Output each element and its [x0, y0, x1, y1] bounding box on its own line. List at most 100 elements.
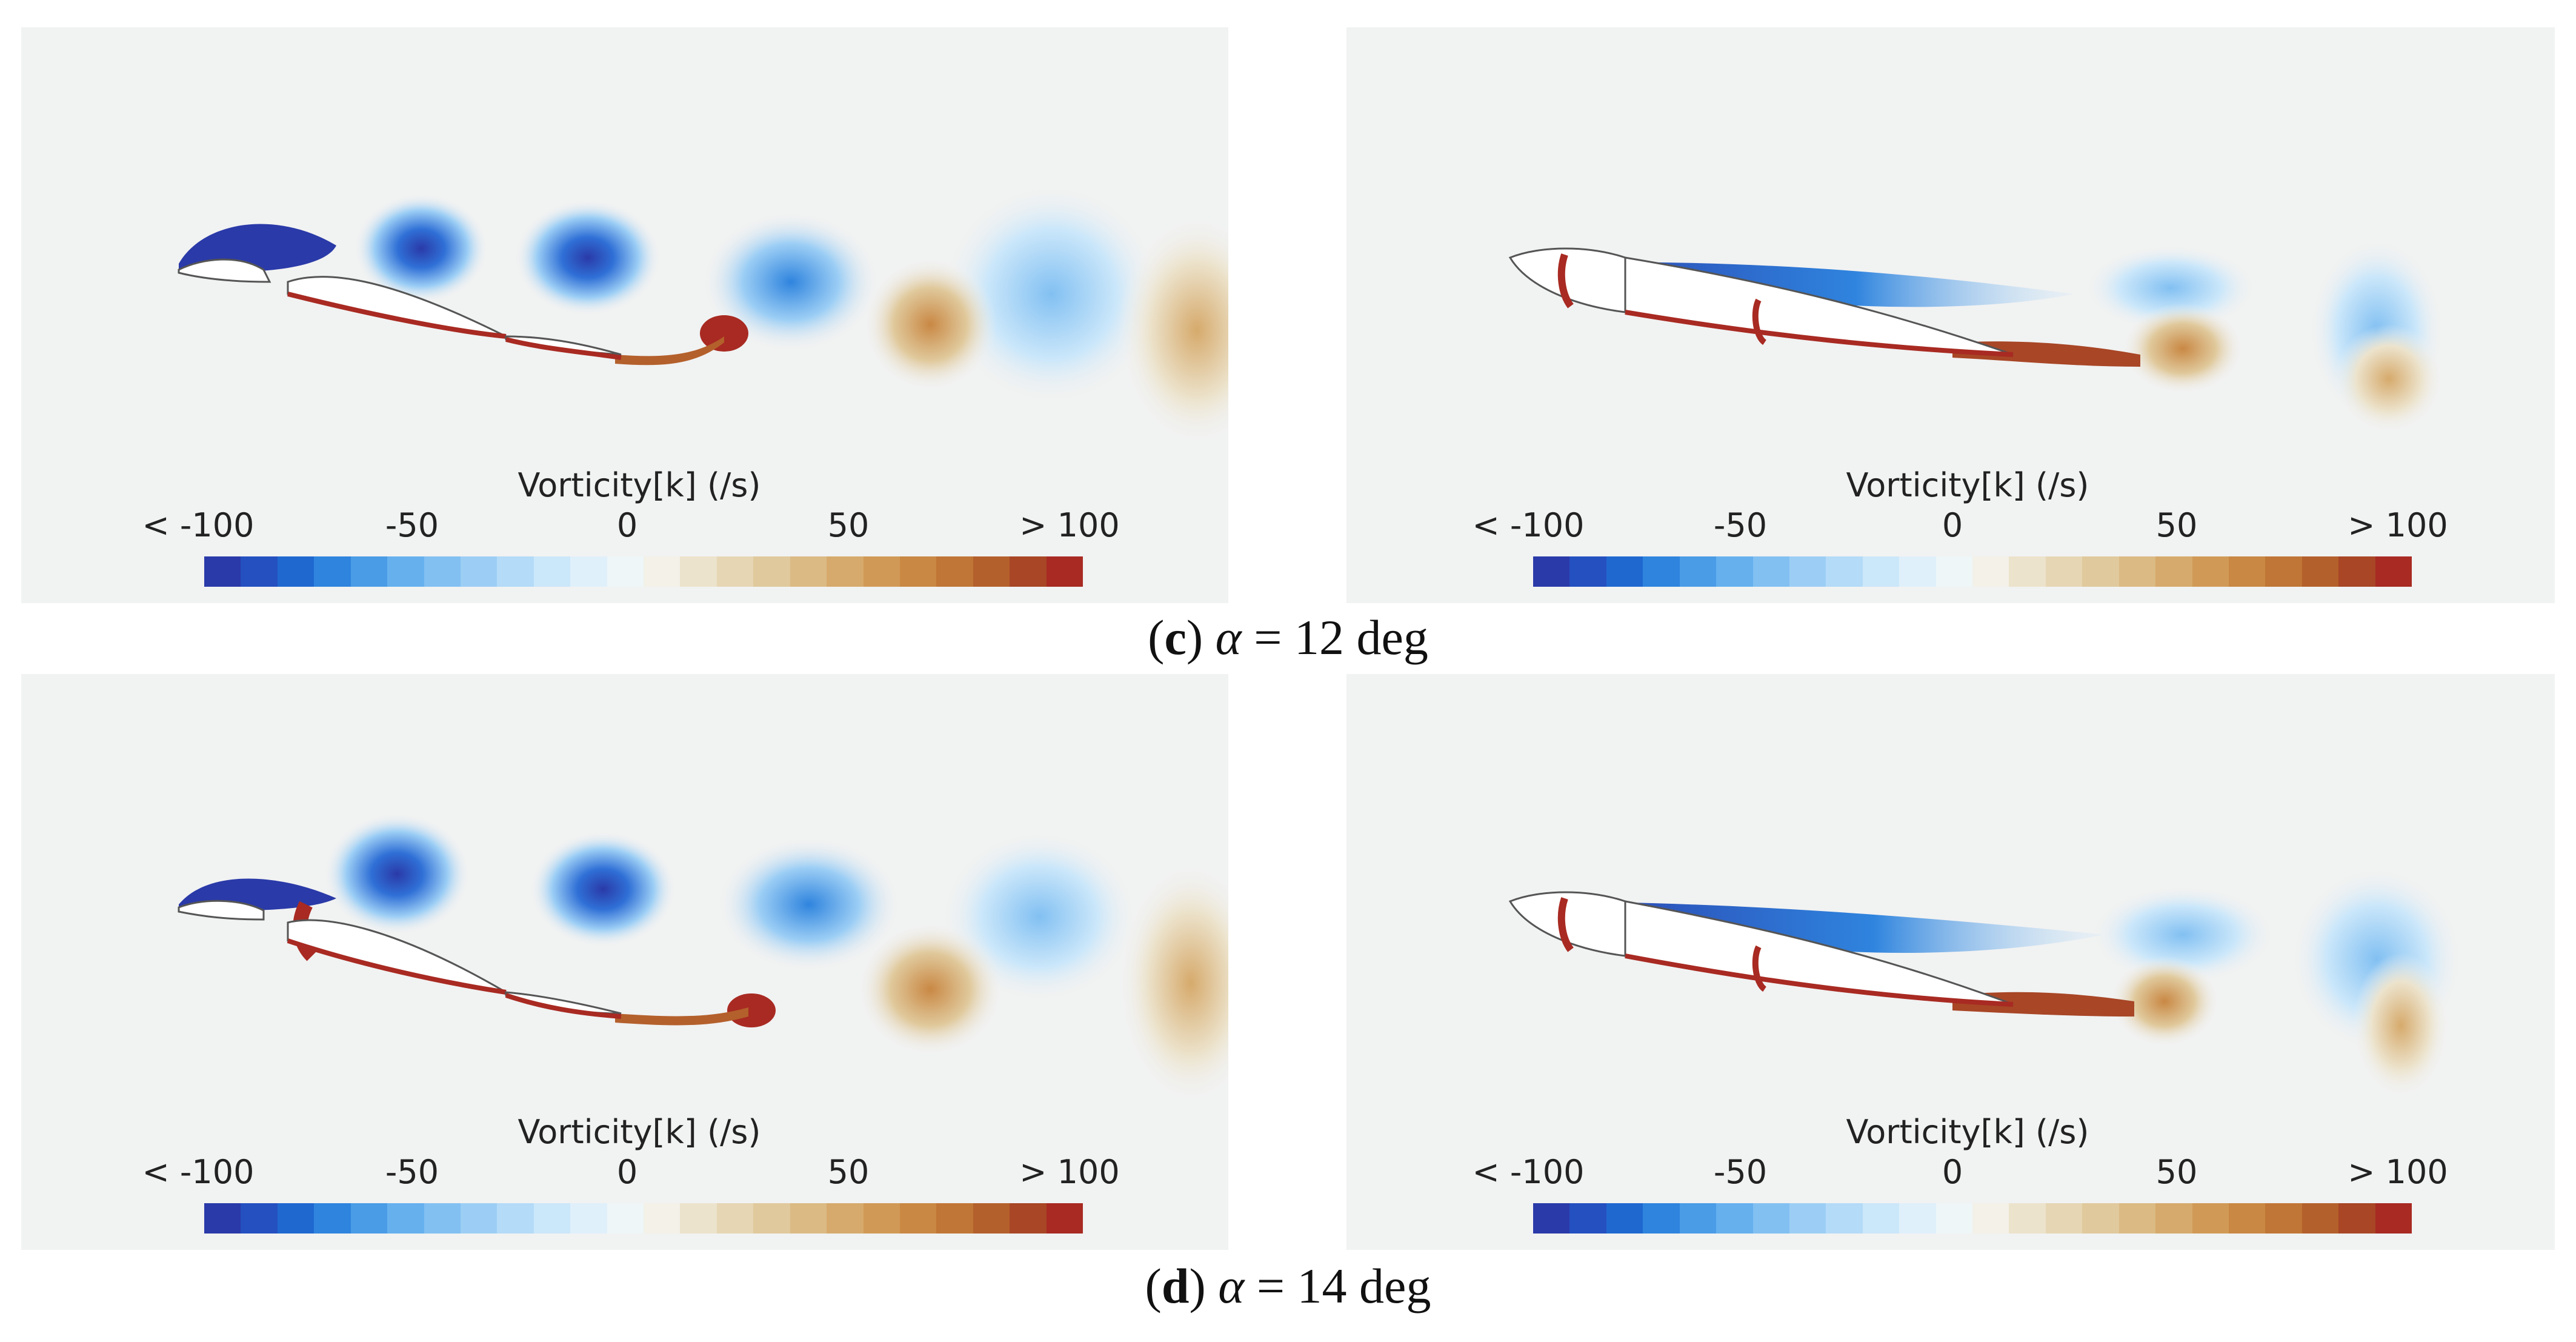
colorbar-swatch — [2301, 556, 2339, 587]
colorbar-swatch — [863, 1203, 900, 1234]
vorticity-panel-c-right: Vorticity[k] (/s) < -100 -50 0 50 > 100 — [1346, 27, 2555, 603]
colorbar-tick: -50 — [1713, 506, 1768, 544]
colorbar-swatch — [716, 556, 754, 587]
colorbar-swatch — [2118, 556, 2156, 587]
caption-letter: c — [1164, 610, 1186, 665]
subfigure-caption: (d) α = 14 deg — [1145, 1258, 1431, 1314]
colorbar-swatch — [753, 1203, 790, 1234]
colorbar-swatch — [973, 556, 1010, 587]
colorbar-swatch — [424, 1203, 461, 1234]
colorbar-swatch — [2045, 1203, 2083, 1234]
colorbar-swatch — [1752, 1203, 1789, 1234]
colorbar-swatch — [2265, 556, 2302, 587]
colorbar-swatch — [1010, 556, 1047, 587]
colorbar-tick: > 100 — [2348, 506, 2448, 544]
colorbar-tick: 50 — [2155, 1153, 2198, 1191]
colorbar-swatch — [1643, 1203, 1680, 1234]
colorbar-swatch — [1972, 556, 2009, 587]
colorbar-title: Vorticity[k] (/s) — [518, 1113, 761, 1151]
colorbar-title: Vorticity[k] (/s) — [1846, 466, 2089, 504]
colorbar-swatch — [1899, 556, 1936, 587]
colorbar-swatch — [753, 556, 790, 587]
colorbar — [1533, 556, 2412, 587]
colorbar-swatch — [900, 1203, 937, 1234]
colorbar-swatch — [644, 556, 681, 587]
colorbar-swatch — [1935, 1203, 1973, 1234]
colorbar-tick: 50 — [827, 1153, 870, 1191]
colorbar-swatch — [2265, 1203, 2302, 1234]
colorbar-tick: -50 — [385, 1153, 439, 1191]
colorbar-swatch — [241, 1203, 278, 1234]
colorbar-tick: 50 — [2155, 506, 2198, 544]
vorticity-panel-c-left: Vorticity[k] (/s) < -100 -50 0 50 > 100 — [21, 27, 1228, 603]
colorbar-swatch — [1862, 1203, 1900, 1234]
colorbar-swatch — [1789, 556, 1826, 587]
colorbar-swatch — [644, 1203, 681, 1234]
caption-symbol: α — [1218, 1258, 1245, 1314]
colorbar-swatch — [1716, 556, 1753, 587]
colorbar-swatch — [973, 1203, 1010, 1234]
colorbar-tick: 50 — [827, 506, 870, 544]
colorbar-swatch — [1826, 556, 1863, 587]
colorbar-swatch — [1935, 556, 1973, 587]
colorbar-swatch — [350, 556, 388, 587]
colorbar-swatch — [1643, 556, 1680, 587]
colorbar-swatch — [241, 556, 278, 587]
colorbar-swatch — [1862, 556, 1900, 587]
colorbar-swatch — [1826, 1203, 1863, 1234]
colorbar-swatch — [277, 1203, 315, 1234]
colorbar-swatch — [1046, 1203, 1083, 1234]
colorbar-swatch — [204, 1203, 241, 1234]
colorbar-title: Vorticity[k] (/s) — [518, 466, 761, 504]
vorticity-panel-d-right: Vorticity[k] (/s) < -100 -50 0 50 > 100 — [1346, 674, 2555, 1250]
colorbar-tick: 0 — [616, 1153, 638, 1191]
colorbar-swatch — [1010, 1203, 1047, 1234]
colorbar-swatch — [1972, 1203, 2009, 1234]
colorbar-swatch — [1716, 1203, 1753, 1234]
colorbar-swatch — [2118, 1203, 2156, 1234]
colorbar-tick: -50 — [1713, 1153, 1768, 1191]
colorbar-swatch — [863, 556, 900, 587]
colorbar — [1533, 1203, 2412, 1234]
colorbar-swatch — [790, 1203, 827, 1234]
colorbar-tick: 0 — [1942, 1153, 1963, 1191]
colorbar-swatch — [497, 556, 534, 587]
colorbar-swatch — [900, 556, 937, 587]
colorbar-tick: < -100 — [1472, 506, 1585, 544]
colorbar-tick: 0 — [1942, 506, 1963, 544]
vorticity-field — [1508, 239, 2443, 433]
colorbar — [204, 556, 1083, 587]
vorticity-field — [178, 185, 1228, 446]
colorbar-swatch — [680, 1203, 717, 1234]
colorbar-swatch — [2229, 1203, 2266, 1234]
colorbar-swatch — [2082, 556, 2119, 587]
caption-symbol: α — [1215, 610, 1242, 665]
colorbar-swatch — [1679, 1203, 1717, 1234]
colorbar-swatch — [2155, 556, 2192, 587]
colorbar-swatch — [204, 556, 241, 587]
colorbar-tick: < -100 — [142, 506, 255, 544]
colorbar-swatch — [1789, 1203, 1826, 1234]
caption-letter: d — [1161, 1258, 1190, 1314]
caption-text: = 14 deg — [1244, 1258, 1431, 1314]
colorbar-swatch — [533, 556, 571, 587]
colorbar-tick: < -100 — [1472, 1153, 1585, 1191]
colorbar-swatch — [350, 1203, 388, 1234]
colorbar-swatch — [570, 1203, 607, 1234]
colorbar-swatch — [2301, 1203, 2339, 1234]
colorbar-swatch — [1533, 556, 1570, 587]
colorbar-swatch — [2375, 1203, 2412, 1234]
colorbar-swatch — [2009, 1203, 2046, 1234]
colorbar-swatch — [2375, 556, 2412, 587]
colorbar-swatch — [607, 1203, 644, 1234]
colorbar-tick: < -100 — [142, 1153, 255, 1191]
colorbar — [204, 1203, 1083, 1234]
colorbar-swatch — [570, 556, 607, 587]
colorbar-swatch — [533, 1203, 571, 1234]
colorbar-swatch — [1046, 556, 1083, 587]
colorbar-swatch — [497, 1203, 534, 1234]
subfigure-caption: (c) α = 12 deg — [1148, 610, 1428, 665]
colorbar-swatch — [387, 556, 424, 587]
colorbar-swatch — [607, 556, 644, 587]
colorbar-tick: 0 — [616, 506, 638, 544]
